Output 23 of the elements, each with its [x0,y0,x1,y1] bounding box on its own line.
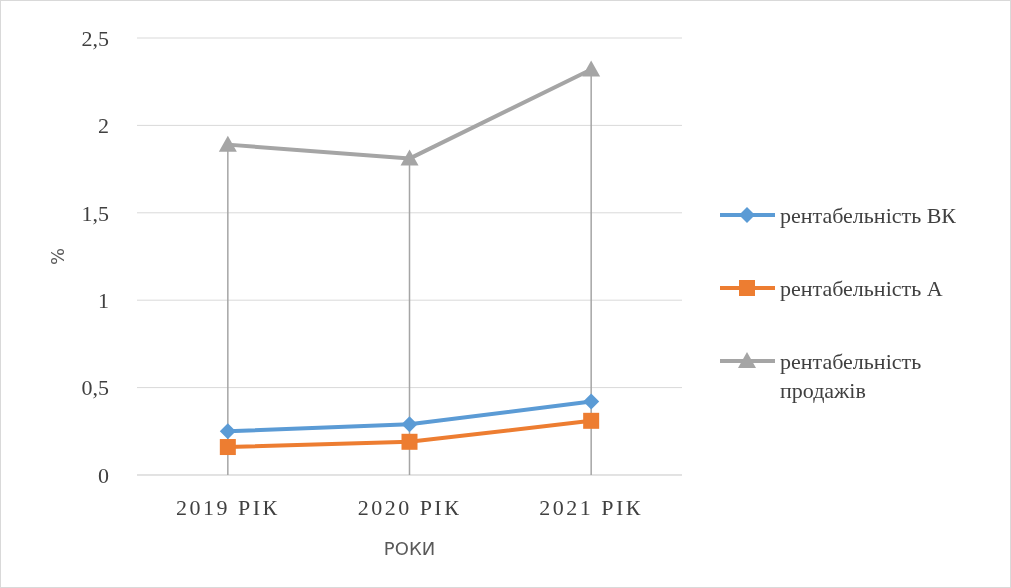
y-tick-label: 0 [98,462,109,488]
point [582,60,601,77]
y-tick-label: 2,5 [81,25,109,51]
x-axis-title: РОКИ [383,538,436,559]
y-tick-label: 0,5 [81,375,109,401]
point [401,416,418,433]
legend-label: рентабельність продажів [780,348,922,404]
legend-label: рентабельність А [780,275,943,301]
x-tick-label: 2019 РІК [175,495,280,520]
point [583,393,600,410]
legend-label: рентабельність ВК [780,202,957,228]
y-axis-title: % [47,247,68,266]
x-tick-label: 2021 РІК [539,495,644,520]
y-tick-label: 2 [98,113,109,139]
point [401,433,418,450]
point [400,149,419,166]
point [219,423,236,440]
y-tick-label: 1 [98,287,109,313]
x-tick-label: 2020 РІК [357,495,462,520]
point [218,135,237,152]
point [219,439,236,456]
y-tick-label: 1,5 [81,200,109,226]
point [583,412,600,429]
